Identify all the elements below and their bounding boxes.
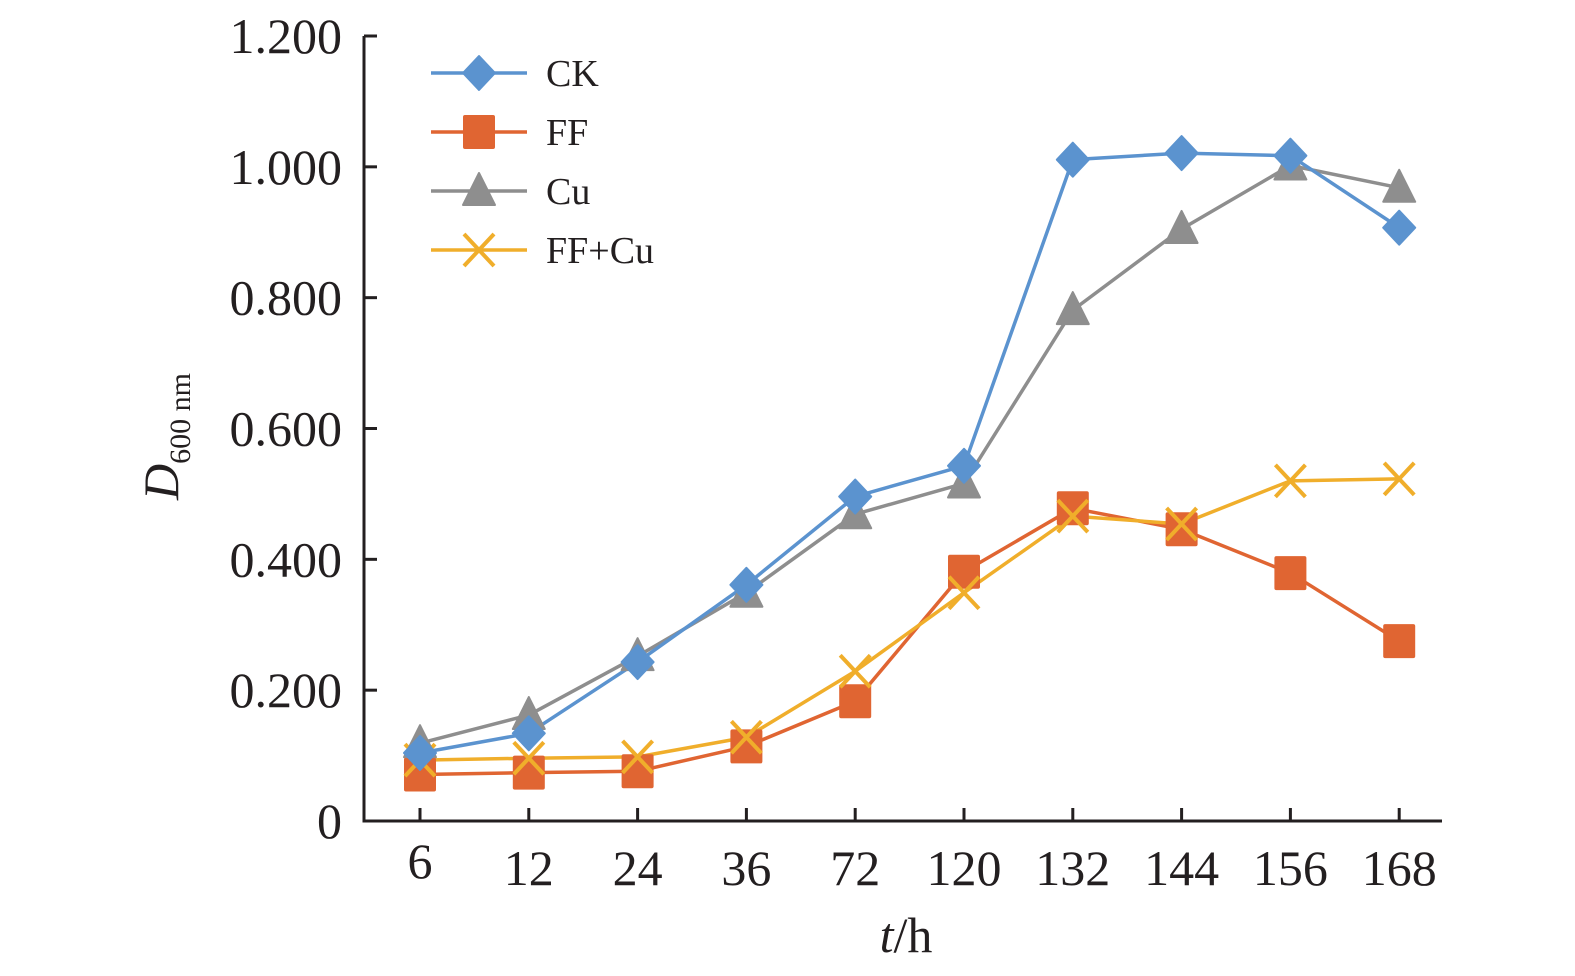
series-layer xyxy=(403,135,1417,792)
data-point-ff xyxy=(730,729,763,764)
data-point-ck xyxy=(511,715,546,752)
legend-marker xyxy=(462,172,496,206)
y-axis-title: D600 nm xyxy=(133,373,197,501)
series-line-ck xyxy=(419,151,1401,755)
legend-item-ff: FF xyxy=(431,112,588,154)
marker-stroke xyxy=(1273,463,1307,499)
marker-stroke xyxy=(1382,461,1416,497)
x-tick-label: 132 xyxy=(1035,840,1110,896)
data-point-ff-cu xyxy=(729,719,763,755)
data-point-ff-cu xyxy=(621,739,655,775)
data-point-ff-cu xyxy=(1165,506,1199,542)
series-lines xyxy=(419,151,1401,777)
series-markers-ck xyxy=(403,135,1417,771)
data-point-ff-cu xyxy=(1273,463,1307,499)
data-point-ck xyxy=(1164,135,1199,172)
legend-item-ck: CK xyxy=(431,53,599,95)
data-point-ff xyxy=(1274,556,1307,591)
data-point-ck xyxy=(947,447,981,484)
y-tick-label: 0.200 xyxy=(230,662,343,718)
legend-label: FF xyxy=(546,112,588,154)
y-tick-label: 0.800 xyxy=(230,270,343,326)
series-markers xyxy=(403,135,1417,792)
y-axis-title-main: D xyxy=(133,464,189,501)
marker-stroke xyxy=(1165,506,1199,542)
x-axis-title-italic: t xyxy=(880,907,895,963)
y-tick-label: 0 xyxy=(317,793,342,849)
data-point-ck xyxy=(1273,137,1308,174)
y-tick-label: 0.600 xyxy=(230,401,343,457)
data-point-ck xyxy=(403,734,437,771)
data-point-ff xyxy=(1056,491,1089,526)
data-point-ck xyxy=(620,644,655,681)
y-tick-label: 0.400 xyxy=(230,531,343,587)
data-point-cu xyxy=(1164,209,1199,244)
marker-stroke xyxy=(838,653,872,689)
y-tick-label: 1.200 xyxy=(230,8,343,64)
legend-label: CK xyxy=(546,53,599,95)
y-tick-label: 1.000 xyxy=(230,139,343,195)
data-point-ck xyxy=(1382,209,1417,246)
data-point-cu xyxy=(1055,291,1090,326)
x-axis-title-rest: /h xyxy=(894,907,933,963)
data-point-ff-cu xyxy=(838,653,872,689)
legend-marker xyxy=(463,115,495,149)
marker-stroke xyxy=(947,575,981,611)
x-tick-label: 156 xyxy=(1253,840,1328,896)
x-tick-label: 36 xyxy=(721,840,771,896)
data-point-ff-cu xyxy=(1056,498,1090,534)
data-point-ck xyxy=(1055,141,1090,178)
series-markers-ff xyxy=(404,491,1416,792)
x-tick-label: 6 xyxy=(408,833,433,889)
y-axis-title-sub: 600 nm xyxy=(164,373,197,464)
x-tick-label: 24 xyxy=(613,840,663,896)
data-point-ff xyxy=(1383,624,1416,659)
legend-item-cu: Cu xyxy=(431,171,590,213)
legend-marker xyxy=(462,55,496,91)
data-point-ck xyxy=(729,566,764,603)
x-tick-label: 144 xyxy=(1144,840,1219,896)
x-tick-label: 120 xyxy=(927,840,1002,896)
data-point-ff-cu xyxy=(512,740,546,776)
data-point-ff xyxy=(948,554,980,589)
series-line-ff-cu xyxy=(419,477,1400,762)
x-tick-label: 72 xyxy=(830,840,880,896)
axes: 0 0.200 0.400 0.600 0.800 1.000 1.200 6 12 24 36 72… xyxy=(230,8,1442,896)
marker-stroke xyxy=(1056,498,1090,534)
data-point-cu xyxy=(1382,168,1417,203)
series-line-cu xyxy=(419,163,1400,745)
x-tick-label: 168 xyxy=(1362,840,1437,896)
series-line-ff xyxy=(419,506,1401,777)
data-point-ff-cu xyxy=(1382,461,1416,497)
marker-stroke xyxy=(512,740,546,776)
data-point-ff xyxy=(1165,512,1198,547)
data-point-ck xyxy=(838,478,873,515)
x-axis-title: t/h xyxy=(880,907,933,963)
data-point-ff xyxy=(839,684,872,719)
legend-marker xyxy=(462,232,496,268)
legend: CK FF Cu FF+Cu xyxy=(431,53,654,272)
marker-stroke xyxy=(729,719,763,755)
data-point-ff-cu xyxy=(947,575,981,611)
legend-item-ff-cu: FF+Cu xyxy=(431,230,654,272)
x-tick-label: 12 xyxy=(504,840,554,896)
marker-stroke xyxy=(621,739,655,775)
legend-label: Cu xyxy=(546,171,590,213)
marker-stroke xyxy=(462,232,496,268)
series-markers-ff-cu xyxy=(403,461,1416,778)
legend-label: FF+Cu xyxy=(546,230,654,272)
